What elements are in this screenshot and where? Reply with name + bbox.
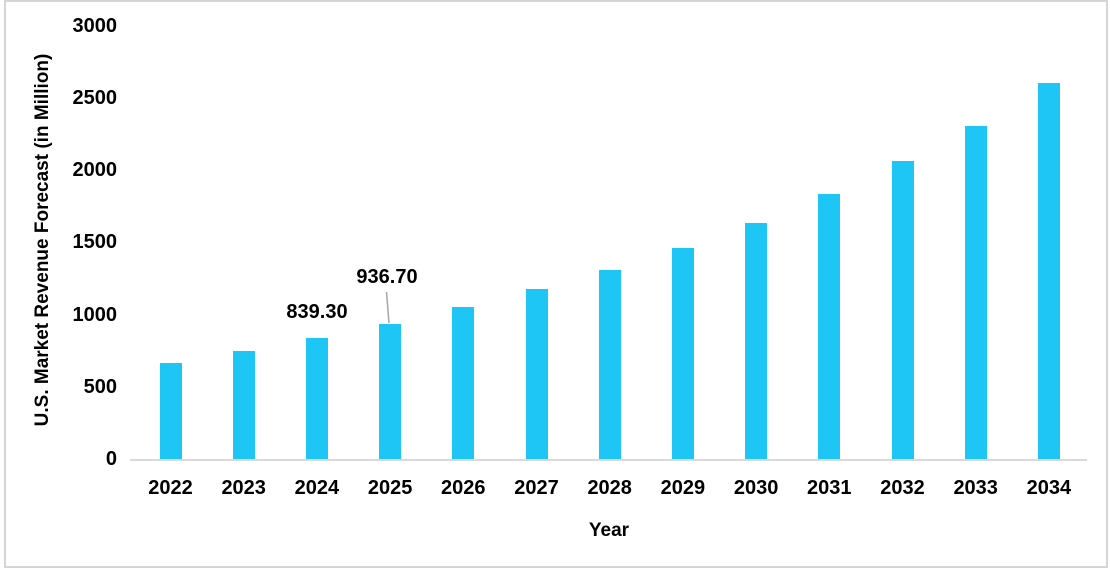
y-tick-3000: 3000 — [72, 14, 118, 37]
x-tick-2023: 2023 — [221, 477, 266, 499]
bar-2022 — [159, 362, 182, 459]
bar-2026 — [452, 307, 475, 459]
x-tick-2029: 2029 — [660, 477, 706, 499]
bar-2033 — [964, 125, 987, 459]
bar-2029 — [671, 248, 694, 459]
x-tick-2032: 2032 — [880, 477, 925, 499]
x-tick-2030: 2030 — [733, 477, 779, 499]
y-tick-500: 500 — [83, 375, 117, 398]
x-tick-2022: 2022 — [148, 477, 193, 499]
x-axis-line — [130, 459, 1087, 461]
leader-line — [385, 291, 390, 324]
y-tick-2000: 2000 — [72, 159, 118, 181]
x-tick-2027: 2027 — [514, 477, 559, 499]
bar-2023 — [232, 351, 255, 459]
x-tick-2034: 2034 — [1026, 477, 1072, 499]
y-tick-1500: 1500 — [72, 231, 118, 254]
y-tick-1000: 1000 — [72, 303, 118, 326]
x-tick-2024: 2024 — [294, 477, 340, 499]
bar-2031 — [818, 193, 841, 459]
bar-2025 — [379, 323, 402, 459]
x-tick-2031: 2031 — [807, 477, 852, 499]
x-tick-2028: 2028 — [587, 477, 632, 499]
x-tick-2026: 2026 — [441, 477, 486, 499]
y-tick-2500: 2500 — [72, 86, 118, 109]
data-label-2024: 839.30 — [286, 301, 348, 323]
x-axis-title: Year — [588, 520, 630, 541]
data-label-2025: 936.70 — [356, 266, 418, 288]
bar-2027 — [525, 289, 548, 459]
x-tick-2033: 2033 — [953, 477, 998, 499]
bar-2034 — [1037, 83, 1060, 459]
x-tick-2025: 2025 — [367, 477, 413, 499]
bar-2024 — [305, 337, 328, 459]
bar-2030 — [745, 222, 768, 459]
y-tick-0: 0 — [105, 448, 117, 470]
bar-2028 — [598, 269, 621, 459]
bar-2032 — [891, 161, 914, 459]
